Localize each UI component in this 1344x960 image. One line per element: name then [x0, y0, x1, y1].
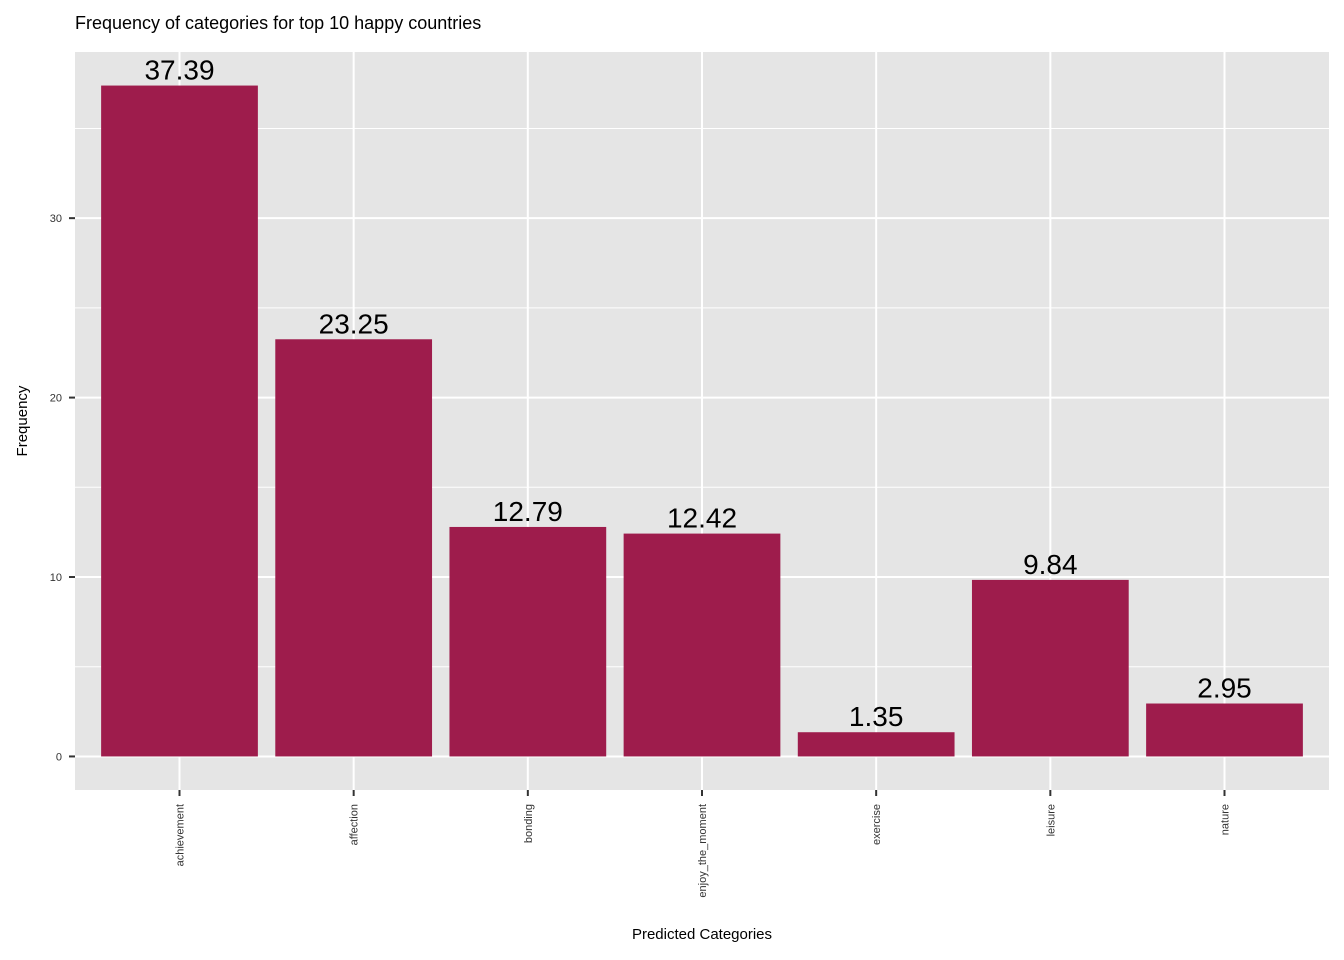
- x-tick-label: affection: [349, 804, 361, 845]
- data-label: 12.42: [667, 503, 737, 534]
- data-label: 37.39: [144, 55, 214, 86]
- x-tick-label: enjoy_the_moment: [697, 804, 709, 898]
- x-axis-title: Predicted Categories: [632, 926, 772, 943]
- x-tick-label: leisure: [1045, 804, 1057, 836]
- bar-nature: [1146, 703, 1303, 757]
- bar-exercise: [797, 732, 955, 757]
- y-axis-title: Frequency: [14, 385, 31, 456]
- x-tick-label: achievement: [175, 804, 187, 866]
- x-tick-label: exercise: [871, 804, 883, 845]
- x-tick-label: bonding: [523, 804, 535, 843]
- data-label: 1.35: [849, 701, 904, 732]
- data-label: 12.79: [493, 496, 563, 527]
- data-label: 23.25: [319, 308, 389, 339]
- data-labels: 37.39 23.25 12.79 12.42 1.35 9.84 2.95: [144, 55, 1251, 733]
- y-tick-label: 10: [50, 572, 62, 584]
- data-label: 9.84: [1023, 549, 1078, 580]
- y-tick-label: 20: [50, 393, 62, 405]
- x-tick-label: nature: [1220, 804, 1232, 835]
- chart-title: Frequency of categories for top 10 happy…: [75, 13, 481, 33]
- bar-affection: [275, 339, 433, 757]
- bar-enjoy_the_moment: [623, 533, 781, 757]
- data-label: 2.95: [1197, 673, 1252, 704]
- bars: [101, 85, 1303, 757]
- bar-achievement: [101, 85, 258, 757]
- bar-leisure: [971, 579, 1129, 757]
- bar-bonding: [449, 526, 607, 757]
- y-axis: 0 10 20 30: [50, 213, 75, 763]
- x-axis: achievement affection bonding enjoy_the_mom…: [175, 790, 1232, 898]
- y-tick-label: 0: [56, 751, 62, 763]
- y-tick-label: 30: [50, 213, 62, 225]
